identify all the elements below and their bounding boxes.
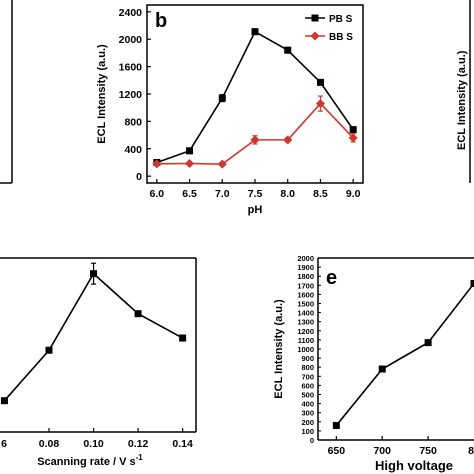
panel-e-y-tick-label: 500 bbox=[301, 391, 314, 400]
panel-e-y-tick-label: 700 bbox=[301, 372, 314, 381]
panel-e-chart: 0100200300400500600700800900100011001200… bbox=[273, 254, 474, 473]
panel-e-y-tick-label: 1400 bbox=[297, 309, 314, 318]
panel-d-x-tick-label-partial: 6 bbox=[1, 438, 7, 450]
panel-b-legend-1-label: BB S bbox=[329, 32, 353, 43]
panel-d-x-tick-label: 0.12 bbox=[128, 438, 149, 450]
panel-e-series-0-line bbox=[335, 282, 474, 426]
panel-b-x-tick-label: 7.5 bbox=[248, 188, 263, 200]
panel-d-x-tick-label: 0.10 bbox=[83, 438, 104, 450]
panel-b-x-tick-label: 7.0 bbox=[215, 188, 230, 200]
panel-e-y-tick-label: 1700 bbox=[297, 281, 314, 290]
panel-d-series-0-point bbox=[90, 270, 98, 278]
panel-b-legend-0-label: PB S bbox=[329, 14, 353, 25]
panel-b-y-tick-label: 400 bbox=[124, 144, 142, 156]
panel-b-y-tick-label: 2000 bbox=[119, 34, 143, 46]
panel-e-series-0-point bbox=[378, 365, 386, 373]
panel-d-x-axis-title: Scanning rate / V s-1 bbox=[37, 453, 143, 468]
panel-d-x-axis-title-superscript: -1 bbox=[136, 453, 144, 462]
panel-e-y-axis-title: ECL Intensity (a.u.) bbox=[273, 299, 285, 399]
panel-e-x-axis-title: High voltage bbox=[375, 458, 453, 473]
panel-e-y-tick-label: 1900 bbox=[297, 263, 314, 272]
panel-e-y-tick-label: 0 bbox=[310, 436, 314, 445]
panel-e-y-tick-label: 1600 bbox=[297, 290, 314, 299]
panel-b-series-0-point bbox=[284, 46, 292, 54]
panel-d-series-0-line bbox=[3, 272, 184, 402]
panel-e-x-tick-label-partial: 8 bbox=[468, 445, 474, 457]
panel-b-y-tick-label: 1600 bbox=[119, 62, 143, 74]
panel-e-x-tick-label: 650 bbox=[328, 445, 346, 457]
panel-b-legend-1-marker bbox=[310, 31, 320, 41]
panel-b-chart: 6.0 6.5 7.0 7.5 8.0 8.5 9.0 0 400 800 1200 1600 2000… bbox=[96, 4, 364, 216]
right-panel-ylabel-fragment: ECL Intensity (a.u.) bbox=[456, 50, 468, 150]
panel-e-letter: e bbox=[326, 267, 337, 289]
panel-b-series-1-point bbox=[348, 133, 358, 143]
panel-b-x-tick-label: 6.0 bbox=[150, 188, 165, 200]
panel-b-series-1-point bbox=[283, 135, 293, 145]
panel-b-y-tick-label: 800 bbox=[124, 116, 142, 128]
panel-b-legend-0-marker bbox=[311, 14, 319, 22]
panel-d-x-tick-label: 0.14 bbox=[172, 438, 193, 450]
panel-e-x-tick-label: 750 bbox=[419, 445, 437, 457]
panel-b-series-1-point bbox=[315, 99, 325, 109]
panel-e-y-tick-label: 600 bbox=[301, 381, 314, 390]
panel-d-series-0-point bbox=[134, 310, 142, 318]
panel-e-y-tick-label: 100 bbox=[301, 427, 314, 436]
panel-b-x-axis-title: pH bbox=[248, 204, 263, 216]
panel-e-y-tick-label: 1000 bbox=[297, 345, 314, 354]
panel-e-x-tick-label: 700 bbox=[373, 445, 391, 457]
panel-e-y-tick-label: 1500 bbox=[297, 300, 314, 309]
panel-e-y-tick-label: 1100 bbox=[298, 336, 314, 345]
panel-e-y-tick-label: 1800 bbox=[297, 272, 314, 281]
panel-b-x-tick-label: 6.5 bbox=[182, 188, 197, 200]
panel-e-y-tick-label: 1300 bbox=[297, 318, 314, 327]
panel-d-x-tick-label: 0.08 bbox=[39, 438, 60, 450]
panel-b-series-0-point bbox=[251, 28, 259, 36]
panel-e-series-0-point bbox=[332, 421, 340, 429]
panel-b-x-tick-label: 8.0 bbox=[280, 188, 295, 200]
panel-e-y-tick-label: 300 bbox=[301, 409, 314, 418]
panel-e-y-tick-label: 900 bbox=[301, 354, 314, 363]
panel-e-y-tick-label: 2000 bbox=[297, 254, 314, 263]
panel-e-y-tick-label: 400 bbox=[301, 400, 314, 409]
panel-b-x-tick-label: 8.5 bbox=[313, 188, 328, 200]
panel-d-series-0-point bbox=[45, 346, 53, 354]
panel-b-series-1-point bbox=[185, 158, 195, 168]
panel-e-y-tick-label: 1200 bbox=[297, 327, 314, 336]
panel-e-series-0-point bbox=[470, 279, 474, 287]
panel-b-series-1-point bbox=[217, 159, 227, 169]
panel-e-series-0-point bbox=[424, 339, 432, 347]
panel-b-series-1-point bbox=[250, 135, 260, 145]
panel-b-series-0-point bbox=[218, 94, 226, 102]
panel-b-y-tick-label: 1200 bbox=[119, 89, 143, 101]
panel-b-series-0-point bbox=[349, 126, 357, 134]
panel-e-y-tick-label: 800 bbox=[301, 363, 314, 372]
panel-b-series-1-point bbox=[152, 159, 162, 169]
panel-e-y-tick-label: 200 bbox=[301, 418, 314, 427]
panel-d-series-0-point bbox=[0, 397, 8, 405]
panel-b-series-0-point bbox=[316, 78, 324, 86]
panel-b-x-tick-label: 9.0 bbox=[346, 188, 361, 200]
panel-b-letter: b bbox=[155, 10, 167, 32]
panel-d-series-0-point bbox=[179, 334, 187, 342]
panel-b-series-0-point bbox=[186, 147, 194, 155]
panel-d-chart: 6 0.08 0.10 0.12 0.14 Scanning rate / V s-1 bbox=[0, 257, 197, 468]
panel-b-y-tick-label: 0 bbox=[136, 171, 142, 183]
panel-b-y-axis-title: ECL Intensity (a.u.) bbox=[96, 44, 108, 144]
panel-b-series-1-line bbox=[156, 102, 354, 165]
panel-b-y-tick-label: 2400 bbox=[119, 7, 143, 19]
